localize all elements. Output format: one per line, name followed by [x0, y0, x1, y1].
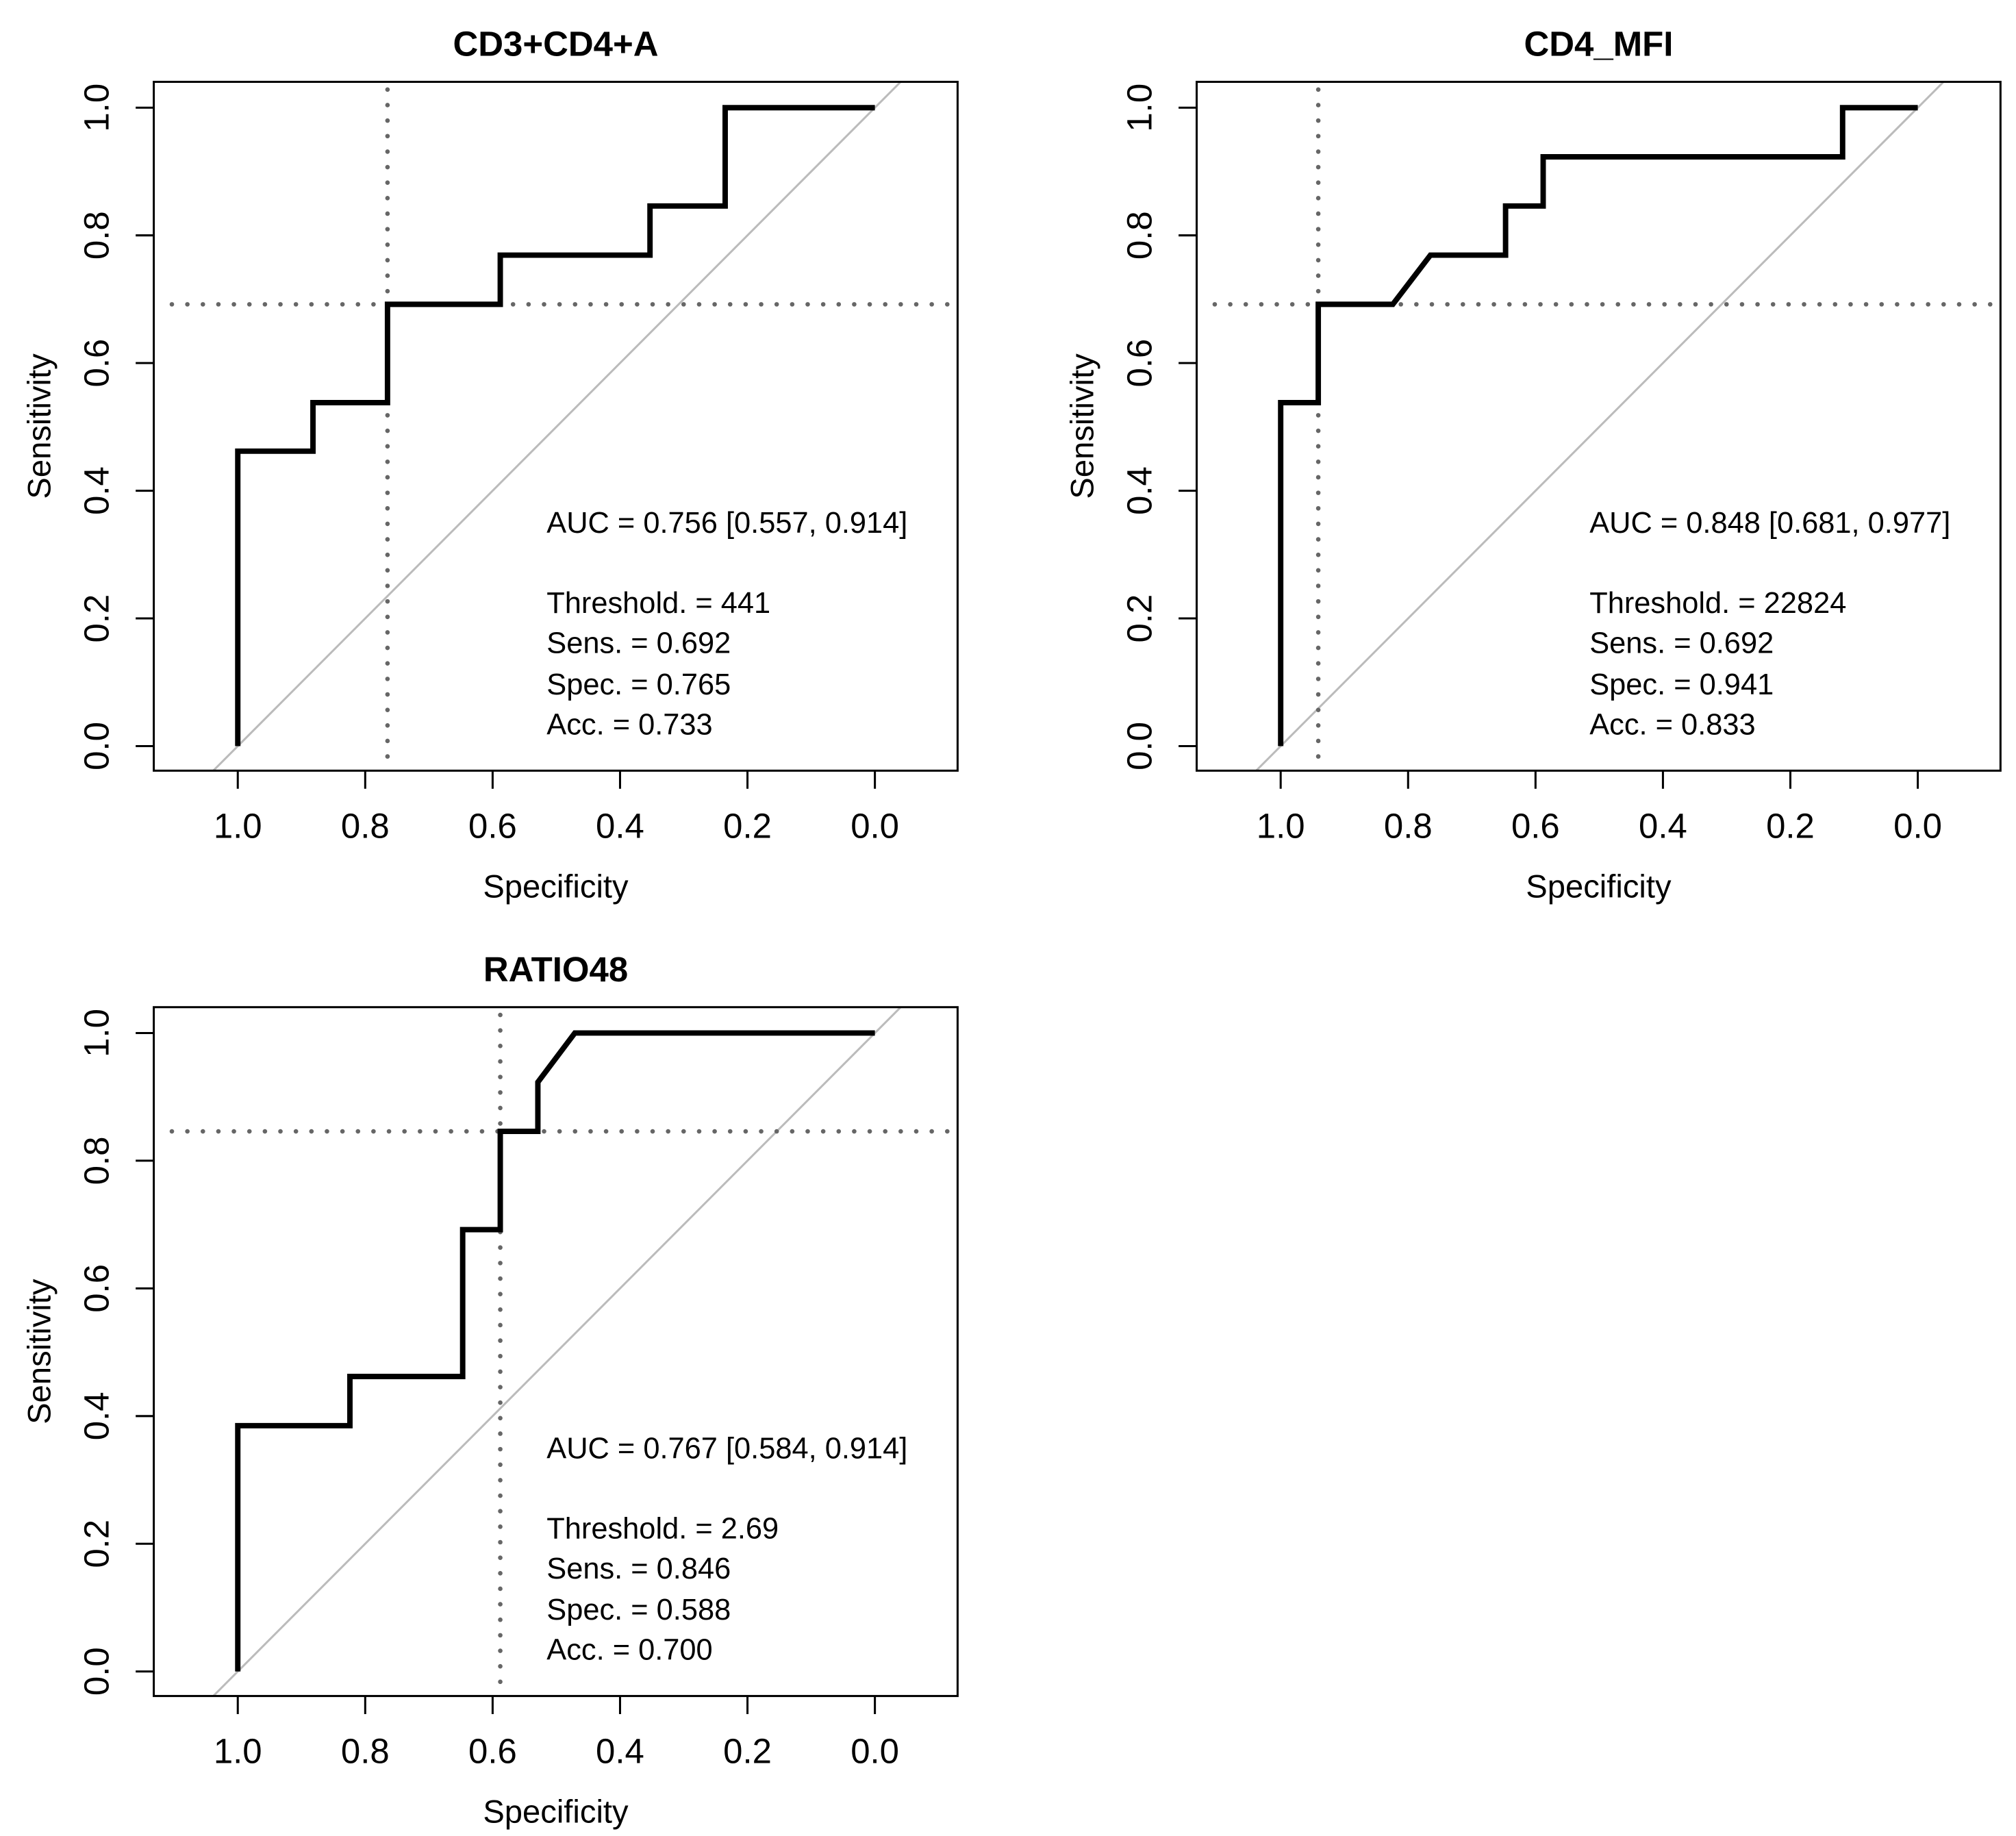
- roc-panel-2: CD4_MFI 1.0 0.8 0.6 0.4 0.2 0.0 0.0 0.2 0.4 0.6 0.8…: [1064, 25, 2002, 904]
- y-tick-label: 0.4: [1120, 466, 1159, 515]
- plot-frame: [1196, 80, 2002, 772]
- roc-curve: [235, 105, 875, 746]
- annotation-text: Threshold. = 22824: [1589, 587, 1846, 620]
- x-tick-label: 0.6: [468, 1732, 517, 1771]
- annotation-text: Sens. = 0.846: [546, 1552, 731, 1585]
- annotation-text: AUC = 0.767 [0.584, 0.914]: [546, 1432, 907, 1465]
- y-tick-label: 1.0: [77, 1009, 116, 1057]
- y-axis-label: Sensitivity: [21, 1279, 58, 1424]
- annotation-text: Threshold. = 441: [546, 587, 770, 620]
- x-tick-label: 0.8: [1384, 806, 1433, 845]
- x-tick-label: 0.2: [723, 806, 772, 845]
- y-tick-label: 1.0: [1120, 84, 1159, 132]
- x-tick-label: 0.0: [850, 1732, 899, 1771]
- annotation-text: Acc. = 0.833: [1589, 709, 1755, 742]
- x-axis-label: Specificity: [1526, 868, 1672, 904]
- y-tick-label: 0.2: [1120, 594, 1159, 643]
- x-tick-label: 0.4: [596, 1732, 644, 1771]
- plot-frame: [153, 1006, 959, 1698]
- x-tick-label: 0.2: [723, 1732, 772, 1771]
- x-tick-label: 0.8: [341, 1732, 390, 1771]
- annotation-text: Sens. = 0.692: [1589, 627, 1774, 660]
- x-tick-label: 1.0: [1257, 806, 1305, 845]
- y-tick-label: 0.6: [77, 339, 116, 388]
- annotation-text: Threshold. = 2.69: [546, 1512, 779, 1545]
- x-tick-label: 0.0: [850, 806, 899, 845]
- x-tick-label: 0.8: [341, 806, 390, 845]
- x-tick-label: 0.4: [596, 806, 644, 845]
- y-tick-label: 1.0: [77, 84, 116, 132]
- annotation-text: Spec. = 0.941: [1589, 668, 1774, 701]
- annotation-text: Spec. = 0.588: [546, 1594, 731, 1626]
- y-tick-label: 0.0: [77, 1647, 116, 1696]
- y-tick-label: 0.2: [77, 594, 116, 643]
- chart-title: CD3+CD4+A: [453, 25, 658, 64]
- y-axis-label: Sensitivity: [1064, 353, 1100, 499]
- y-tick-label: 0.8: [77, 1137, 116, 1185]
- annotation-text: Sens. = 0.692: [546, 627, 731, 660]
- x-tick-label: 1.0: [214, 806, 262, 845]
- annotation-text: AUC = 0.848 [0.681, 0.977]: [1589, 507, 1950, 540]
- y-tick-label: 0.0: [77, 722, 116, 770]
- x-tick-label: 0.0: [1893, 806, 1942, 845]
- roc-curve: [235, 1030, 875, 1672]
- annotation-text: Acc. = 0.733: [546, 709, 712, 742]
- y-tick-label: 0.2: [77, 1520, 116, 1568]
- roc-panel-1: CD3+CD4+A 1.0 0.8 0.6 0.4 0.2 0.0 0.0 0.2 0.4 0.6 0…: [21, 25, 959, 904]
- roc-curve: [1278, 105, 1918, 746]
- chart-title: CD4_MFI: [1524, 25, 1673, 64]
- chart-title: RATIO48: [483, 950, 628, 989]
- x-tick-label: 0.6: [1511, 806, 1560, 845]
- y-tick-label: 0.4: [77, 466, 116, 515]
- x-tick-label: 0.4: [1639, 806, 1687, 845]
- x-tick-label: 1.0: [214, 1732, 262, 1771]
- annotation-text: AUC = 0.756 [0.557, 0.914]: [546, 507, 907, 540]
- chance-diagonal-line: [1255, 81, 1944, 771]
- chance-diagonal-line: [212, 81, 901, 771]
- annotation-text: Spec. = 0.765: [546, 668, 731, 701]
- x-axis-label: Specificity: [483, 1794, 629, 1830]
- y-tick-label: 0.6: [1120, 339, 1159, 388]
- roc-panel-3: RATIO48 1.0 0.8 0.6 0.4 0.2 0.0 0.0 0.2 0.4 0.6 0.8…: [21, 950, 959, 1830]
- y-tick-label: 0.8: [1120, 211, 1159, 260]
- x-tick-label: 0.6: [468, 806, 517, 845]
- annotation-text: Acc. = 0.700: [546, 1634, 712, 1667]
- y-tick-label: 0.8: [77, 211, 116, 260]
- x-axis-label: Specificity: [483, 868, 629, 904]
- y-tick-label: 0.4: [77, 1392, 116, 1440]
- chance-diagonal-line: [212, 1007, 901, 1696]
- x-tick-label: 0.2: [1766, 806, 1815, 845]
- y-tick-label: 0.6: [77, 1264, 116, 1313]
- y-tick-label: 0.0: [1120, 722, 1159, 770]
- plot-frame: [153, 80, 959, 772]
- y-axis-label: Sensitivity: [21, 353, 58, 499]
